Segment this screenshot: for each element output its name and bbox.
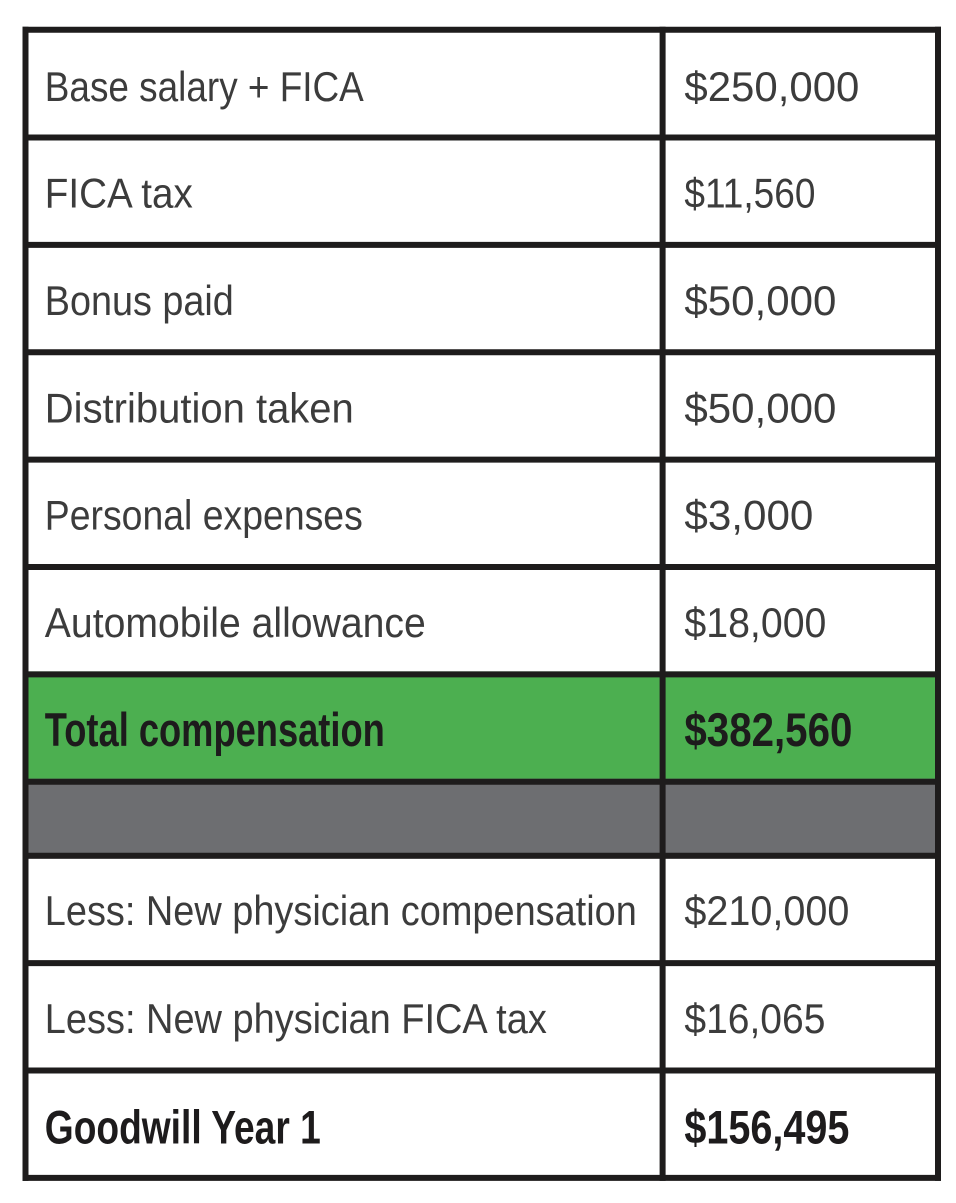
svg-text:$50,000: $50,000 (684, 277, 836, 324)
svg-text:Less: New physician FICA tax: Less: New physician FICA tax (45, 995, 547, 1042)
svg-text:Base salary + FICA: Base salary + FICA (45, 63, 364, 110)
svg-text:$16,065: $16,065 (684, 995, 825, 1042)
svg-text:$11,560: $11,560 (684, 170, 815, 217)
svg-text:Automobile allowance: Automobile allowance (45, 599, 426, 646)
svg-text:Total compensation: Total compensation (45, 703, 385, 756)
svg-text:$18,000: $18,000 (684, 599, 826, 646)
svg-text:$50,000: $50,000 (684, 384, 836, 431)
svg-text:Goodwill Year 1: Goodwill Year 1 (45, 1101, 321, 1154)
svg-text:$210,000: $210,000 (684, 887, 849, 934)
svg-text:$156,495: $156,495 (684, 1101, 849, 1154)
svg-text:Less: New physician compensati: Less: New physician compensation (45, 887, 637, 934)
svg-text:FICA tax: FICA tax (45, 170, 193, 217)
svg-text:Bonus paid: Bonus paid (45, 277, 234, 324)
svg-text:Personal expenses: Personal expenses (45, 492, 363, 539)
svg-text:Distribution taken: Distribution taken (45, 384, 354, 431)
svg-text:$382,560: $382,560 (684, 703, 852, 756)
svg-text:$3,000: $3,000 (684, 492, 813, 539)
svg-text:$250,000: $250,000 (684, 63, 859, 110)
